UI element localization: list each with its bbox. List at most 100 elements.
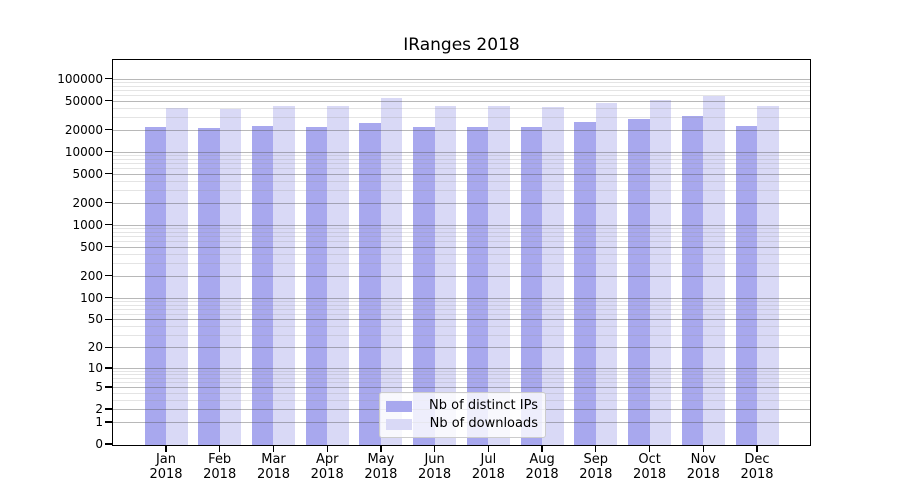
y-axis-tick-label: 20 xyxy=(87,340,103,355)
bar-distinct-ips xyxy=(628,118,650,445)
bars-layer xyxy=(113,60,810,445)
x-axis-tick xyxy=(380,445,382,452)
x-axis-tick-label: Mar 2018 xyxy=(246,452,302,482)
x-tick-year: 2018 xyxy=(149,467,183,482)
x-tick-year: 2018 xyxy=(579,467,613,482)
gridline-minor xyxy=(113,236,810,237)
y-axis-tick-label: 5000 xyxy=(72,166,103,181)
y-axis-tick-label: 500 xyxy=(80,239,103,254)
gridline-minor xyxy=(113,154,810,156)
y-axis-tick xyxy=(105,245,112,248)
bar-downloads xyxy=(595,103,618,445)
gridline-minor xyxy=(113,180,810,182)
y-axis-tick-label: 200 xyxy=(80,268,103,283)
y-axis-tick xyxy=(105,367,112,369)
gridline-major xyxy=(113,347,810,349)
gridline-minor xyxy=(113,240,810,242)
legend: Nb of distinct IPs Nb of downloads xyxy=(379,392,546,438)
x-axis-tick xyxy=(487,445,490,452)
x-tick-year: 2018 xyxy=(203,467,237,482)
legend-swatch-downloads xyxy=(386,418,412,430)
y-axis-tick-label: 2 xyxy=(95,402,103,417)
grid-layer xyxy=(113,60,810,445)
y-axis-tick-label: 100000 xyxy=(57,71,103,86)
bar-downloads xyxy=(649,99,672,445)
bar-downloads xyxy=(434,106,457,445)
bar-distinct-ips xyxy=(144,126,166,445)
y-axis-tick xyxy=(105,386,112,388)
x-tick-month: Jan xyxy=(155,452,177,467)
x-axis-tick xyxy=(219,445,221,452)
y-axis-tick-label: 0 xyxy=(95,437,103,451)
x-axis-tick-label: Dec 2018 xyxy=(729,452,785,482)
x-tick-year: 2018 xyxy=(471,467,505,482)
y-axis-tick xyxy=(105,443,112,445)
gridline-major xyxy=(113,246,810,248)
x-axis-tick-label: Feb 2018 xyxy=(192,452,248,482)
bar-downloads xyxy=(273,106,295,445)
gridline-minor xyxy=(113,158,810,160)
x-axis-tick-label: Jun 2018 xyxy=(407,452,463,482)
y-axis-tick xyxy=(105,274,112,277)
gridline-major xyxy=(113,275,810,277)
y-axis-tick xyxy=(105,77,112,80)
y-axis-tick-label: 100 xyxy=(80,290,103,305)
y-axis-tick-label: 5 xyxy=(95,380,103,395)
gridline-minor xyxy=(113,89,810,91)
gridline-major xyxy=(113,319,810,321)
y-axis-tick xyxy=(105,408,112,410)
gridline-major xyxy=(113,129,810,131)
bar-downloads xyxy=(327,105,349,445)
x-axis-tick xyxy=(648,445,651,452)
plot-area xyxy=(112,59,811,446)
x-axis-tick xyxy=(272,445,275,452)
x-tick-year: 2018 xyxy=(686,467,720,482)
gridline-major xyxy=(113,202,810,204)
y-axis-tick xyxy=(105,224,112,226)
gridline-minor xyxy=(113,189,810,191)
y-axis-tick-label: 1 xyxy=(95,415,103,429)
y-axis-tick-label: 50 xyxy=(87,312,103,327)
x-axis-tick-label: Oct 2018 xyxy=(622,452,678,482)
bar-downloads xyxy=(703,95,725,445)
bar-distinct-ips xyxy=(359,122,381,445)
x-tick-year: 2018 xyxy=(256,467,291,482)
x-axis-tick xyxy=(433,445,436,452)
x-axis-tick xyxy=(756,445,758,452)
legend-label-downloads: Nb of downloads xyxy=(429,416,538,431)
x-tick-year: 2018 xyxy=(418,467,452,482)
bar-distinct-ips xyxy=(251,125,274,445)
y-axis-tick xyxy=(105,172,112,175)
x-axis-tick xyxy=(326,445,328,452)
y-axis-tick-label: 10 xyxy=(87,360,103,375)
gridline-major xyxy=(113,151,810,153)
y-axis-tick-label: 1000 xyxy=(72,217,103,232)
gridline-minor xyxy=(113,382,810,384)
x-axis-tick-label: Nov 2018 xyxy=(675,452,731,482)
x-axis-tick-label: Aug 2018 xyxy=(514,452,570,482)
legend-row-distinct-ips: Nb of distinct IPs xyxy=(386,398,538,414)
x-axis-tick xyxy=(541,445,543,452)
gridline-minor xyxy=(113,313,810,315)
plot-inner xyxy=(113,60,810,445)
x-tick-year: 2018 xyxy=(310,467,344,482)
gridline-minor xyxy=(113,300,810,302)
y-axis-tick xyxy=(105,150,112,153)
chart-title: IRanges 2018 xyxy=(403,35,520,55)
gridline-minor xyxy=(113,262,810,264)
legend-row-downloads: Nb of downloads xyxy=(386,416,538,432)
x-axis-tick-label: May 2018 xyxy=(353,452,409,482)
bar-distinct-ips xyxy=(466,127,489,445)
bar-downloads xyxy=(219,109,242,445)
bar-downloads xyxy=(380,97,403,445)
y-axis-tick-label: 2000 xyxy=(72,195,103,210)
y-axis-tick xyxy=(105,421,112,423)
y-axis-tick-label: 50000 xyxy=(64,93,103,108)
y-axis-tick xyxy=(105,128,112,131)
gridline-major xyxy=(113,100,810,102)
gridline-minor xyxy=(113,94,810,96)
y-axis-tick xyxy=(105,99,112,102)
bar-distinct-ips xyxy=(198,128,220,445)
gridline-major xyxy=(113,297,810,299)
